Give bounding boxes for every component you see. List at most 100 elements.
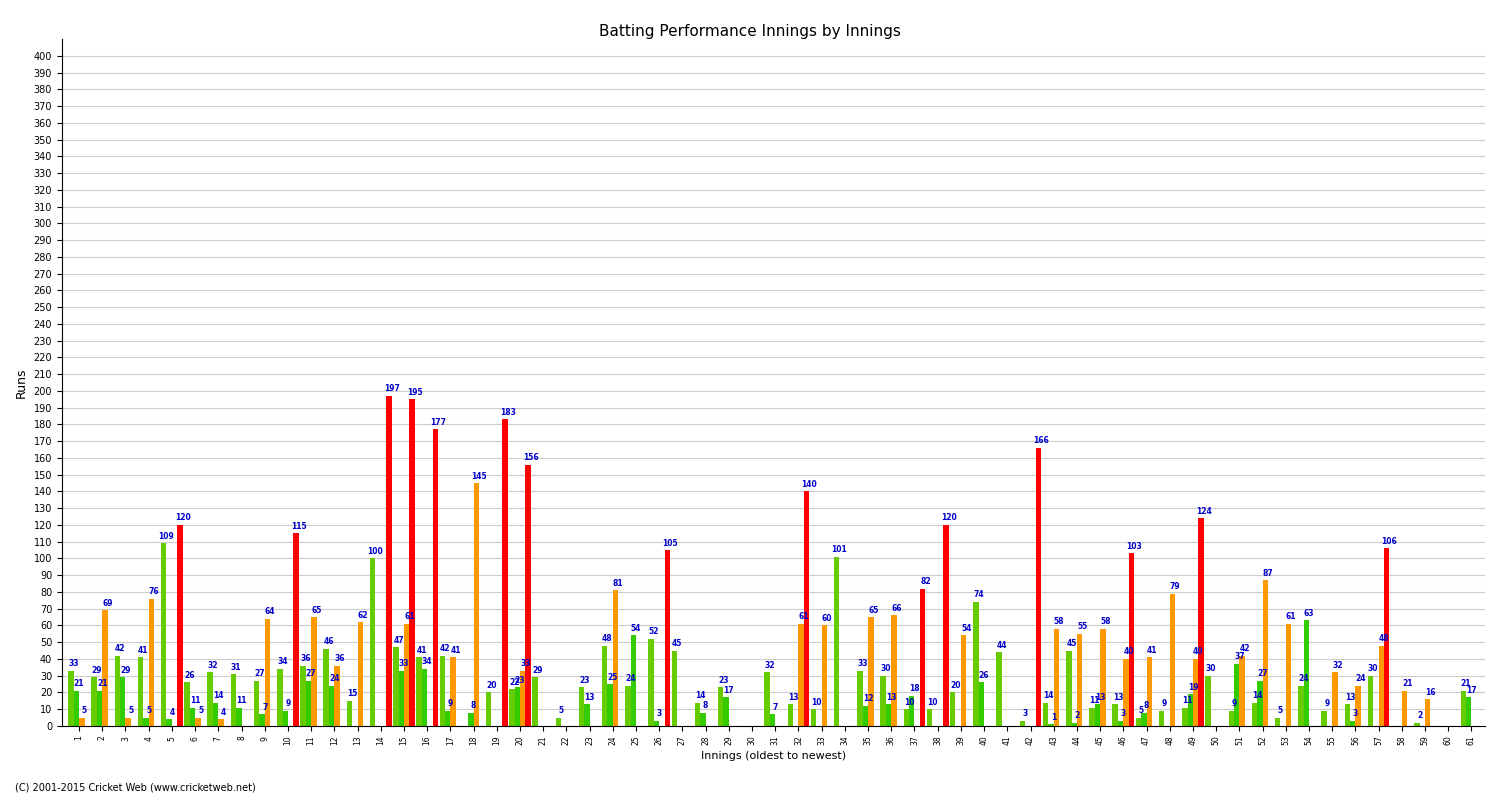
Text: 34: 34 [278,658,288,666]
Text: 33: 33 [520,659,531,668]
Bar [357,622,363,726]
Bar [92,678,98,726]
Text: 22: 22 [510,678,520,686]
Text: 33: 33 [69,659,80,668]
Bar [584,704,590,726]
Text: 27: 27 [1257,670,1268,678]
Bar [1275,718,1281,726]
Bar [1192,659,1198,726]
Bar [891,615,897,726]
Text: 65: 65 [868,606,879,614]
Bar [1066,650,1071,726]
Text: 10: 10 [927,698,938,706]
Bar [509,689,515,726]
Text: 197: 197 [384,384,399,394]
Bar [654,721,658,726]
Text: 140: 140 [801,480,818,489]
Bar [1118,721,1124,726]
Text: 195: 195 [406,388,423,397]
Bar [306,681,310,726]
Bar [834,557,840,726]
Text: 19: 19 [1188,682,1198,692]
Bar [432,430,438,726]
Bar [525,465,531,726]
Bar [822,626,827,726]
Bar [700,713,705,726]
Bar [346,701,352,726]
Text: 21: 21 [74,679,84,688]
Bar [812,710,816,726]
Text: 7: 7 [772,702,778,712]
Bar [1077,634,1083,726]
Bar [886,704,891,726]
Bar [944,525,948,726]
Text: 74: 74 [974,590,984,599]
Text: 29: 29 [532,666,543,675]
Text: 40: 40 [1124,647,1134,657]
Bar [909,696,915,726]
Text: 64: 64 [266,607,276,616]
Text: 30: 30 [1206,664,1216,673]
Text: 15: 15 [346,690,357,698]
Text: 34: 34 [422,658,432,666]
Bar [788,704,794,726]
Text: 36: 36 [334,654,345,663]
Bar [626,686,630,726]
Bar [486,693,492,726]
Bar [1384,548,1389,726]
Bar [974,602,978,726]
Text: 21: 21 [98,679,108,688]
Bar [1206,676,1210,726]
Bar [770,714,776,726]
Bar [608,684,613,726]
Bar [1466,698,1472,726]
Text: 14: 14 [694,691,705,700]
Text: 14: 14 [213,691,223,700]
Bar [1350,721,1356,726]
Bar [1136,718,1142,726]
Text: 61: 61 [404,612,414,622]
Text: 36: 36 [300,654,310,663]
Text: 12: 12 [862,694,873,703]
Text: 60: 60 [822,614,833,623]
Bar [920,589,926,726]
Text: 65: 65 [312,606,322,614]
Text: 76: 76 [148,587,159,596]
Bar [138,658,144,726]
Bar [446,711,450,726]
Text: 14: 14 [1252,691,1263,700]
Bar [144,718,148,726]
Text: 23: 23 [579,676,590,685]
Text: 9: 9 [1161,699,1167,708]
Text: 9: 9 [1232,699,1236,708]
Text: 41: 41 [417,646,428,654]
Bar [1036,448,1041,726]
Bar [1020,721,1025,726]
Bar [126,718,130,726]
Bar [798,624,804,726]
Bar [300,666,306,726]
Text: 55: 55 [1077,622,1088,631]
Text: 120: 120 [940,514,957,522]
Text: 61: 61 [1286,612,1296,622]
Bar [410,399,416,726]
Text: 44: 44 [996,641,1006,650]
Bar [282,711,288,726]
Text: 2: 2 [1074,711,1080,720]
Text: 105: 105 [663,538,678,547]
Bar [555,718,561,726]
Bar [1368,676,1372,726]
Text: 48: 48 [1378,634,1389,643]
Text: 183: 183 [500,408,516,417]
Bar [1332,672,1338,726]
Bar [231,674,236,726]
Text: 9: 9 [285,699,291,708]
Bar [579,687,584,726]
Bar [440,655,446,726]
Text: 81: 81 [614,578,624,588]
Text: 27: 27 [306,670,316,678]
Text: 4: 4 [220,708,226,717]
Bar [404,624,410,726]
Text: 13: 13 [1344,693,1354,702]
Bar [927,710,933,726]
